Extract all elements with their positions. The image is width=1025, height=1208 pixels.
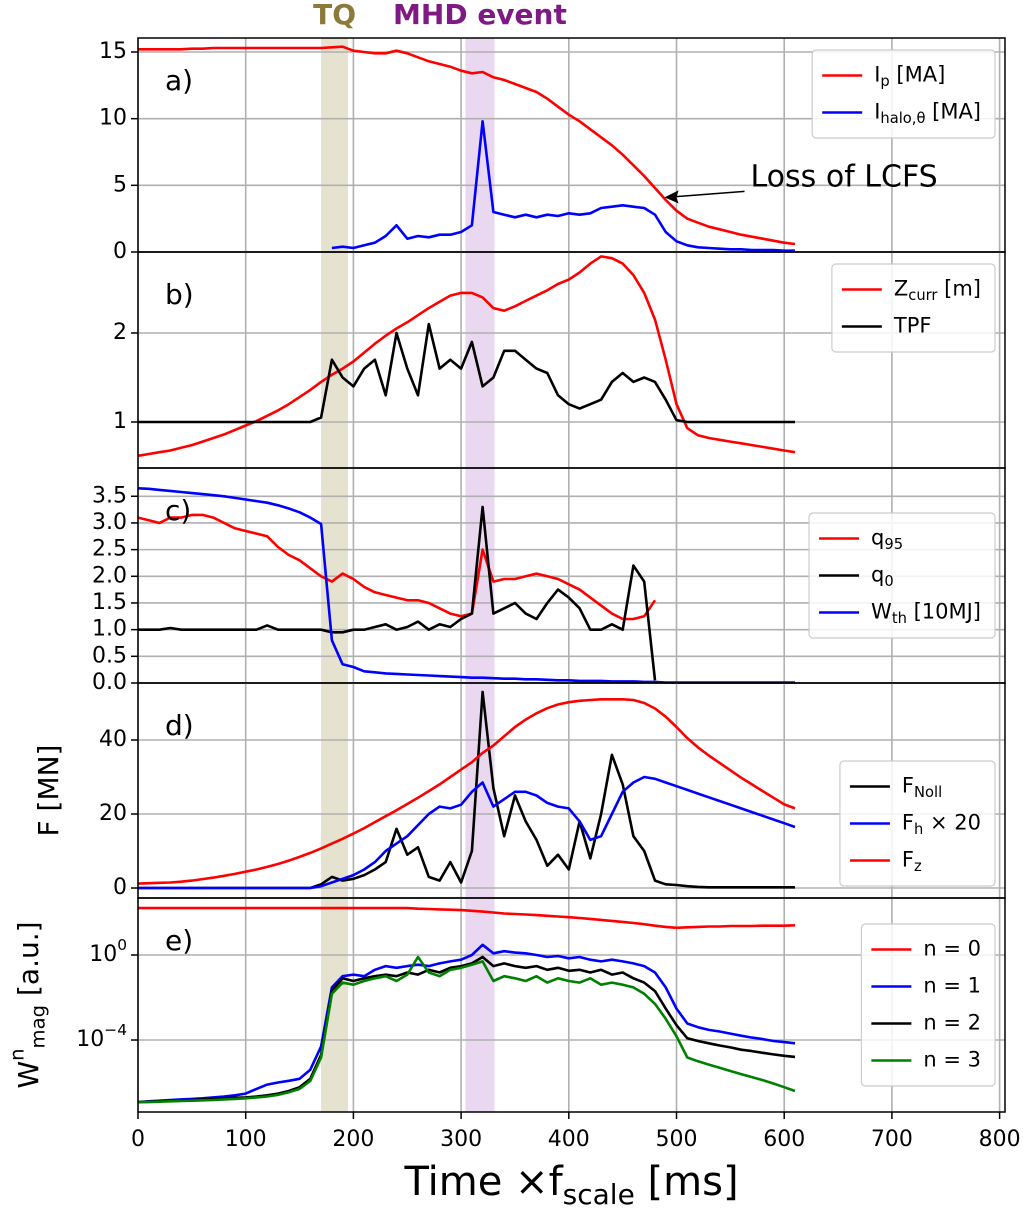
legend-label: n = 0 xyxy=(923,937,981,961)
series-line xyxy=(138,775,796,890)
y-tick-label: 20 xyxy=(99,801,127,826)
y-tick-label: 0.5 xyxy=(92,643,127,668)
legend: n = 0 n = 1 n = 2 n = 3 xyxy=(860,923,996,1087)
legend: q95​ q0​ Wth [10MJ] xyxy=(808,512,996,639)
y-tick-label: 1.5 xyxy=(92,590,127,615)
y-tick-label: 1 xyxy=(113,409,127,434)
legend-label: n = 2 xyxy=(923,1011,981,1035)
series-line xyxy=(138,505,657,681)
x-tick-label: 500 xyxy=(656,1127,698,1152)
x-tick-label: 600 xyxy=(763,1127,805,1152)
series-line xyxy=(137,255,796,458)
x-tick-label: 0 xyxy=(131,1127,145,1152)
y-tick-label: 2.0 xyxy=(92,563,127,588)
panel-label: d) xyxy=(165,709,194,742)
legend-label: Wth [10MJ] xyxy=(871,600,981,627)
legend-label: q95​ xyxy=(871,526,903,553)
x-tick-label: 400 xyxy=(548,1127,590,1152)
legend-box xyxy=(839,760,996,887)
y-tick-label: 3.5 xyxy=(92,483,127,508)
panel-label: e) xyxy=(165,924,193,957)
legend-label: Ip [MA] xyxy=(874,63,945,90)
annotation-arrow xyxy=(666,190,745,199)
x-tick-label: 800 xyxy=(979,1127,1021,1152)
panel: 0.00.51.01.52.02.53.03.5 c) q95​ q0​ Wth [10… xyxy=(92,467,1006,695)
y-tick-label: 40 xyxy=(99,727,127,752)
legend-label: TPF xyxy=(893,314,932,338)
y-tick-label: 0.0 xyxy=(92,670,127,695)
x-tick-label: 700 xyxy=(871,1127,913,1152)
legend-label: Ihalo,θ [MA] xyxy=(874,100,981,127)
legend-box xyxy=(808,512,996,639)
legend-label: Zcurr [m] xyxy=(894,277,981,304)
legend-label: Fz​ xyxy=(902,848,922,875)
y-tick-label: 3.0 xyxy=(92,510,127,535)
series-line xyxy=(137,698,796,885)
y-tick-label: 0 xyxy=(113,875,127,900)
legend-box xyxy=(831,263,996,353)
y-axis-label: F [MN] xyxy=(32,745,65,837)
y-tick-label: 2.5 xyxy=(92,537,127,562)
y-tick-label: 100​ xyxy=(89,936,127,967)
y-tick-label: 10 xyxy=(99,106,127,131)
y-axis-label: Wnmag [a.u.] xyxy=(5,921,49,1088)
y-tick-label: 15 xyxy=(99,39,127,64)
legend: FNoll​ Fh × 20 Fz​ xyxy=(839,760,996,887)
panel: 0 5 10 15 a) Loss of LCFS Ip [MA] Ihalo,θ [MA] xyxy=(99,37,1006,264)
x-tick-label: 200 xyxy=(332,1127,374,1152)
annotation-text: Loss of LCFS xyxy=(751,159,938,194)
x-tick-label: 100 xyxy=(225,1127,267,1152)
y-tick-label: 0 xyxy=(113,239,127,264)
legend-label: FNoll​ xyxy=(902,774,942,801)
series-line xyxy=(138,906,796,930)
y-tick-label: 2 xyxy=(113,320,127,345)
series-line xyxy=(138,322,795,424)
series-line xyxy=(137,943,796,1104)
y-tick-label: 10−4​ xyxy=(76,1021,127,1052)
legend-label: Fh × 20 xyxy=(902,811,981,838)
series-line xyxy=(331,120,795,252)
span-label: TQ xyxy=(313,0,356,31)
legend-box xyxy=(860,923,996,1087)
legend: Zcurr [m] TPF xyxy=(831,263,996,353)
legend-label: q0​ xyxy=(871,563,894,590)
panel-label: a) xyxy=(165,64,193,97)
legend: Ip [MA] Ihalo,θ [MA] xyxy=(811,49,996,139)
series-line xyxy=(138,955,796,1104)
legend-box xyxy=(811,49,996,139)
panel: 0 20 40 d) F [MN] FNoll​ Fh × 20 Fz​ xyxy=(32,682,1006,900)
series-line xyxy=(138,45,796,246)
panel: 1 2 b) Zcurr [m] TPF xyxy=(113,251,1006,469)
y-tick-label: 5 xyxy=(113,172,127,197)
panel-label: c) xyxy=(165,494,191,527)
y-tick-label: 1.0 xyxy=(92,617,127,642)
panel: 0 100 200 300 400 500 600 700 800 10−4​ 100​ e) Wnma… xyxy=(5,897,1021,1208)
panel-label: b) xyxy=(165,278,194,311)
x-axis-label: Time ×fscale [ms] xyxy=(403,1159,738,1208)
series-line xyxy=(137,513,657,621)
legend-label: n = 3 xyxy=(923,1048,981,1072)
arrow-head xyxy=(664,190,679,204)
axes-frame xyxy=(137,897,1006,1113)
x-tick-label: 300 xyxy=(440,1127,482,1152)
span-label: MHD event xyxy=(393,0,567,31)
legend-label: n = 1 xyxy=(923,974,981,998)
